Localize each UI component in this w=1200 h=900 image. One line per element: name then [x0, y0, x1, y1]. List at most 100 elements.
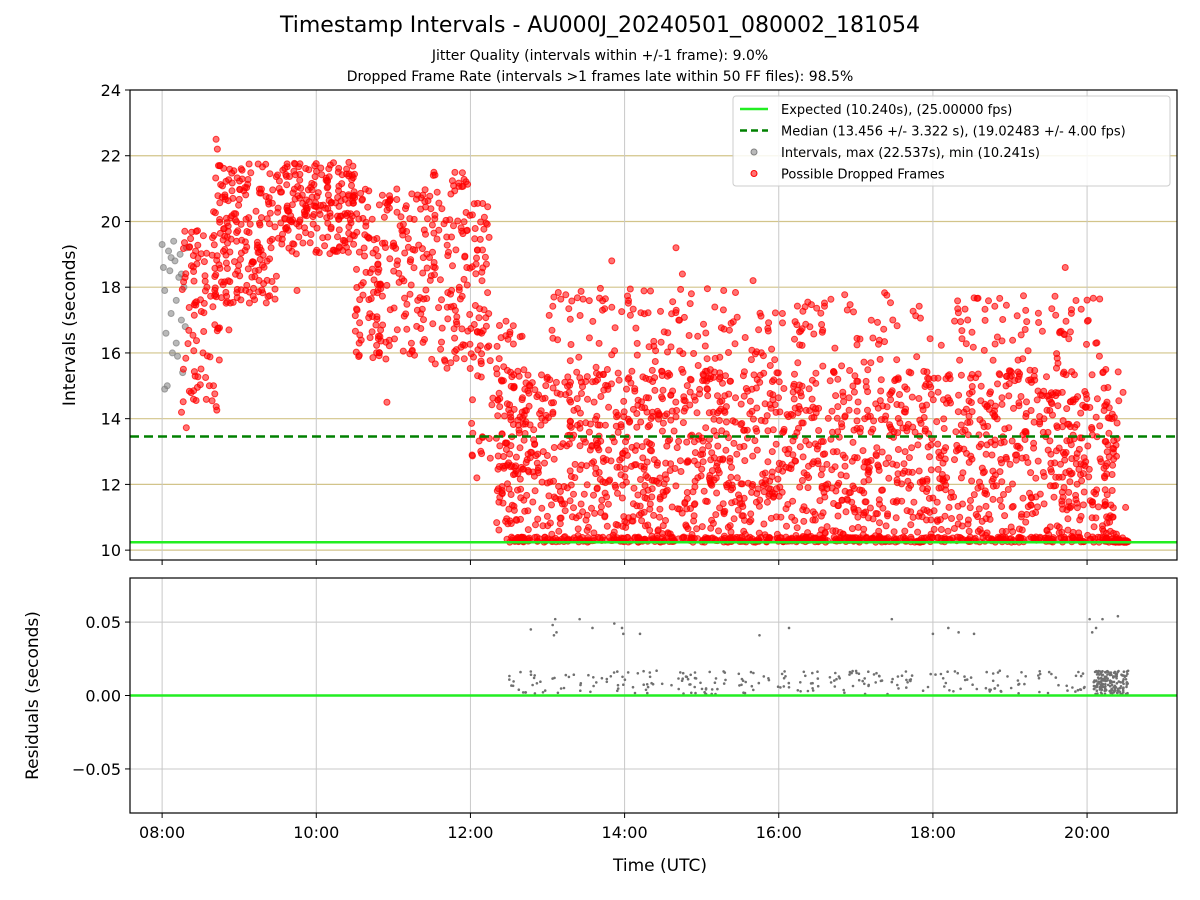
- dropped-frame-point: [791, 517, 799, 524]
- dropped-frame-point: [529, 498, 537, 506]
- residual-point: [589, 690, 592, 694]
- dropped-frame-point: [397, 213, 405, 221]
- dropped-frame-point: [495, 355, 503, 363]
- residual-point: [855, 671, 858, 675]
- dropped-frame-point: [237, 255, 244, 263]
- dropped-frame-point: [690, 350, 698, 357]
- residual-point: [572, 673, 576, 676]
- dropped-frame-point: [478, 277, 486, 285]
- dropped-frame-point: [837, 471, 845, 479]
- dropped-frame-point: [667, 343, 675, 351]
- dropped-frame-point: [1083, 317, 1091, 325]
- dropped-frame-point: [940, 425, 948, 432]
- dropped-frame-point: [582, 516, 590, 524]
- dropped-frame-point: [326, 161, 334, 169]
- dropped-frame-point: [184, 340, 192, 348]
- residual-point: [1106, 679, 1109, 682]
- dropped-frame-point: [475, 314, 483, 322]
- dropped-frame-point: [694, 461, 702, 469]
- dropped-frame-point: [452, 318, 460, 326]
- dropped-frame-point: [805, 474, 813, 482]
- dropped-frame-point: [874, 318, 881, 326]
- residual-point: [891, 677, 894, 681]
- dropped-frame-point: [309, 220, 317, 228]
- dropped-frame-point: [873, 444, 881, 452]
- residual-point: [655, 669, 658, 672]
- dropped-frame-point: [998, 503, 1006, 510]
- dropped-frame-point: [651, 358, 659, 365]
- dropped-frame-point: [356, 319, 364, 327]
- residual-point: [616, 683, 620, 687]
- dropped-frame-point: [773, 369, 781, 377]
- dropped-frame-point: [638, 443, 646, 451]
- residual-point: [1096, 692, 1099, 695]
- dropped-frame-point: [800, 517, 808, 525]
- dropped-frame-point: [324, 191, 332, 199]
- dropped-frame-point: [515, 372, 523, 380]
- dropped-frame-point: [1064, 515, 1072, 523]
- residual-point: [744, 680, 747, 684]
- dropped-frame-point: [1100, 464, 1108, 472]
- dropped-frame-point: [789, 497, 797, 505]
- residual-point: [622, 632, 625, 636]
- residual-point: [787, 681, 791, 685]
- dropped-frame-point: [694, 474, 702, 482]
- dropped-frame-point: [885, 474, 893, 482]
- residual-point: [524, 691, 528, 694]
- dropped-frame-point: [1020, 292, 1027, 300]
- dropped-frame-point: [385, 336, 393, 344]
- dropped-frame-point: [519, 414, 527, 422]
- residual-point: [1113, 687, 1117, 690]
- dropped-frame-point: [431, 271, 438, 279]
- dropped-frame-point: [212, 174, 220, 182]
- residual-point: [650, 681, 653, 685]
- dropped-frame-point: [194, 227, 201, 235]
- dropped-frame-point: [254, 160, 262, 168]
- residual-point: [975, 687, 979, 691]
- dropped-frame-point: [1047, 465, 1055, 473]
- dropped-frame-point: [1052, 482, 1059, 490]
- dropped-frame-point: [755, 326, 763, 334]
- residual-point: [880, 679, 884, 682]
- residual-point: [842, 688, 845, 692]
- dropped-frame-point: [484, 289, 492, 297]
- dropped-frame-point: [869, 334, 877, 342]
- dropped-frame-point: [778, 488, 786, 496]
- dropped-frame-point: [266, 220, 273, 228]
- dropped-frame-point: [919, 485, 927, 493]
- dropped-frame-point: [772, 440, 780, 448]
- residual-point: [758, 633, 761, 637]
- dropped-frame-point: [221, 232, 229, 240]
- dropped-frame-point: [758, 479, 766, 487]
- dropped-frame-point: [711, 354, 719, 362]
- residual-point: [890, 617, 894, 621]
- dropped-frame-point: [222, 299, 230, 307]
- dropped-frame-point: [668, 310, 676, 318]
- dropped-frame-point: [864, 406, 871, 414]
- dropped-frame-point: [659, 386, 667, 394]
- dropped-frame-point: [846, 301, 854, 309]
- residual-point: [1104, 682, 1107, 686]
- dropped-frame-point: [393, 185, 401, 193]
- dropped-frame-point: [577, 500, 585, 508]
- residual-point: [1079, 688, 1083, 691]
- dropped-frame-point: [893, 476, 901, 484]
- dropped-frame-point: [680, 407, 688, 415]
- dropped-frame-point: [463, 281, 471, 289]
- dropped-frame-point: [662, 475, 670, 483]
- dropped-frame-point: [720, 508, 728, 516]
- residual-point: [1094, 626, 1098, 630]
- dropped-frame-point: [794, 359, 802, 367]
- residual-point: [752, 688, 755, 692]
- residual-point: [963, 675, 966, 678]
- dropped-frame-point: [970, 294, 978, 302]
- dropped-frame-point: [659, 522, 667, 530]
- dropped-frame-point: [309, 213, 317, 221]
- dropped-frame-point: [769, 426, 777, 434]
- dropped-frame-point: [1015, 399, 1023, 407]
- x-tick-label: 10:00: [293, 823, 339, 842]
- residual-point: [1126, 682, 1129, 685]
- dropped-frame-point: [370, 276, 378, 284]
- dropped-frame-point: [1005, 424, 1013, 432]
- dropped-frame-point: [828, 466, 836, 474]
